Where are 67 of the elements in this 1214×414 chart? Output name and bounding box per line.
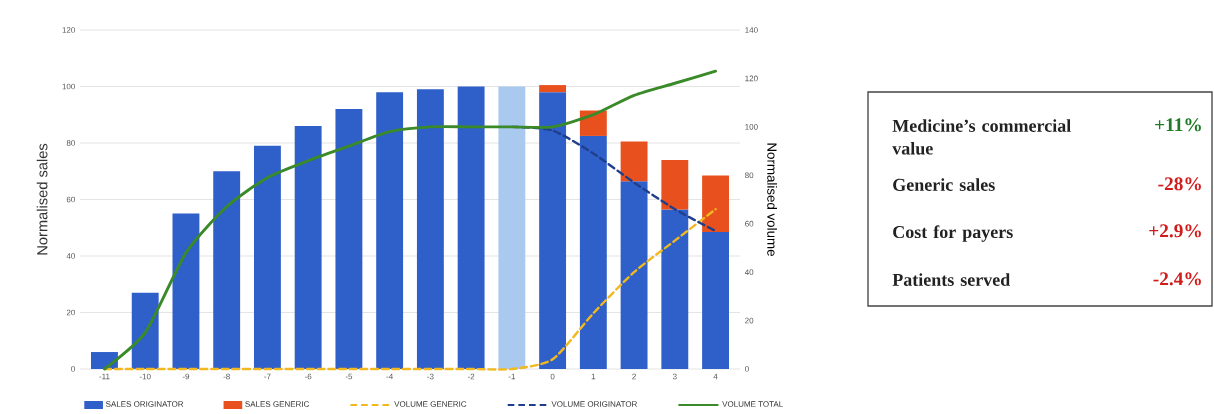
x-tick-label: 0 — [550, 373, 555, 380]
bar — [620, 181, 648, 369]
bar — [498, 86, 526, 369]
y2-tick-label: 80 — [745, 172, 754, 179]
x-tick-label: -7 — [264, 373, 271, 380]
legend-label: SALES GENERIC — [245, 401, 310, 407]
category-label: Medicine’s commercial value — [892, 119, 1071, 155]
x-tick-label: -3 — [427, 373, 434, 380]
text: -2.4% — [1153, 272, 1201, 286]
line-series — [103, 69, 718, 371]
bar — [539, 85, 567, 93]
x-tick-label: 3 — [672, 373, 677, 380]
text: +11% — [1155, 118, 1201, 132]
bar — [131, 292, 159, 369]
y-tick-label: 80 — [66, 140, 75, 146]
bar — [172, 213, 200, 369]
legend-label: VOLUME ORIGINATOR — [551, 401, 637, 407]
bar — [376, 92, 404, 369]
bar — [539, 92, 567, 369]
y-tick-label: 20 — [66, 309, 75, 316]
text: +2.9% — [1149, 224, 1201, 238]
category-label: Patients served — [892, 273, 1011, 286]
y2-tick-label: 120 — [745, 75, 758, 82]
y2-tick-label: 0 — [745, 366, 749, 372]
legend-label: VOLUME TOTAL — [722, 401, 783, 407]
y2-tick-label: 100 — [745, 124, 758, 130]
x-tick-label: -1 — [508, 373, 516, 380]
y2-tick-label: 40 — [744, 269, 754, 275]
legend-label: VOLUME GENERIC — [394, 401, 467, 407]
x-tick-label: -8 — [223, 373, 230, 380]
y2-tick-label: 60 — [745, 220, 754, 227]
x-tick-label: 1 — [591, 373, 596, 380]
y-tick-label: 120 — [62, 27, 75, 33]
y2-axis-title: Normalised volume — [767, 143, 778, 256]
bar — [457, 86, 485, 369]
bar — [335, 109, 363, 369]
y-tick-label: 0 — [71, 366, 75, 372]
line-series — [103, 207, 717, 371]
x-tick-label: -10 — [139, 373, 151, 380]
y2-tick-label: 20 — [745, 317, 754, 324]
text: -28% — [1158, 177, 1201, 191]
x-tick-label: -11 — [99, 373, 110, 380]
x-tick-label: -2 — [467, 373, 475, 380]
bar — [661, 209, 689, 369]
bar — [579, 135, 607, 369]
x-tick-label: 4 — [713, 373, 718, 380]
y-tick-label: 100 — [62, 83, 75, 90]
bar — [213, 171, 241, 369]
category-label: Cost for payers — [893, 225, 1013, 242]
x-tick-label: 2 — [632, 373, 636, 380]
y-tick-label: 60 — [66, 196, 75, 203]
bar — [702, 231, 729, 369]
x-tick-label: -5 — [345, 373, 353, 380]
bar — [702, 175, 729, 232]
bar — [620, 141, 648, 182]
legend-label: SALES ORIGINATOR — [105, 401, 184, 407]
x-tick-label: -4 — [386, 373, 393, 380]
bar — [253, 145, 281, 369]
y-axis-title: Normalised sales — [36, 143, 48, 255]
x-tick-label: -6 — [304, 373, 312, 380]
x-tick-label: -9 — [182, 373, 190, 380]
bar — [416, 89, 444, 369]
bar — [661, 159, 689, 210]
y-tick-label: 40 — [66, 253, 75, 259]
y2-tick-label: 140 — [745, 27, 758, 33]
category-label: Generic sales — [893, 178, 995, 191]
bar — [294, 126, 322, 369]
